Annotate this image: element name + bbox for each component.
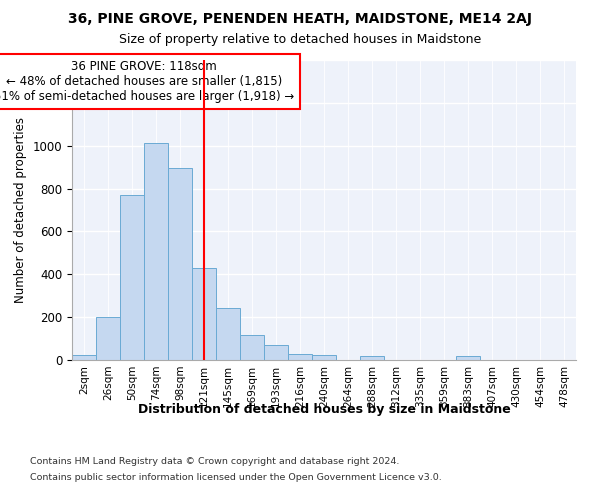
- Bar: [456, 356, 480, 360]
- Bar: [288, 354, 312, 360]
- Bar: [360, 356, 384, 360]
- Text: Contains public sector information licensed under the Open Government Licence v3: Contains public sector information licen…: [30, 472, 442, 482]
- Bar: [120, 195, 144, 360]
- Bar: [216, 308, 240, 360]
- Text: Distribution of detached houses by size in Maidstone: Distribution of detached houses by size …: [137, 402, 511, 415]
- Text: Size of property relative to detached houses in Maidstone: Size of property relative to detached ho…: [119, 32, 481, 46]
- Text: 36, PINE GROVE, PENENDEN HEATH, MAIDSTONE, ME14 2AJ: 36, PINE GROVE, PENENDEN HEATH, MAIDSTON…: [68, 12, 532, 26]
- Bar: [168, 168, 192, 360]
- Bar: [192, 268, 216, 360]
- Text: Contains HM Land Registry data © Crown copyright and database right 2024.: Contains HM Land Registry data © Crown c…: [30, 458, 400, 466]
- Bar: [264, 344, 288, 360]
- Bar: [72, 356, 96, 360]
- Y-axis label: Number of detached properties: Number of detached properties: [14, 117, 27, 303]
- Text: 36 PINE GROVE: 118sqm
← 48% of detached houses are smaller (1,815)
51% of semi-d: 36 PINE GROVE: 118sqm ← 48% of detached …: [0, 60, 294, 103]
- Bar: [96, 316, 120, 360]
- Bar: [240, 334, 264, 360]
- Bar: [144, 142, 168, 360]
- Bar: [312, 356, 336, 360]
